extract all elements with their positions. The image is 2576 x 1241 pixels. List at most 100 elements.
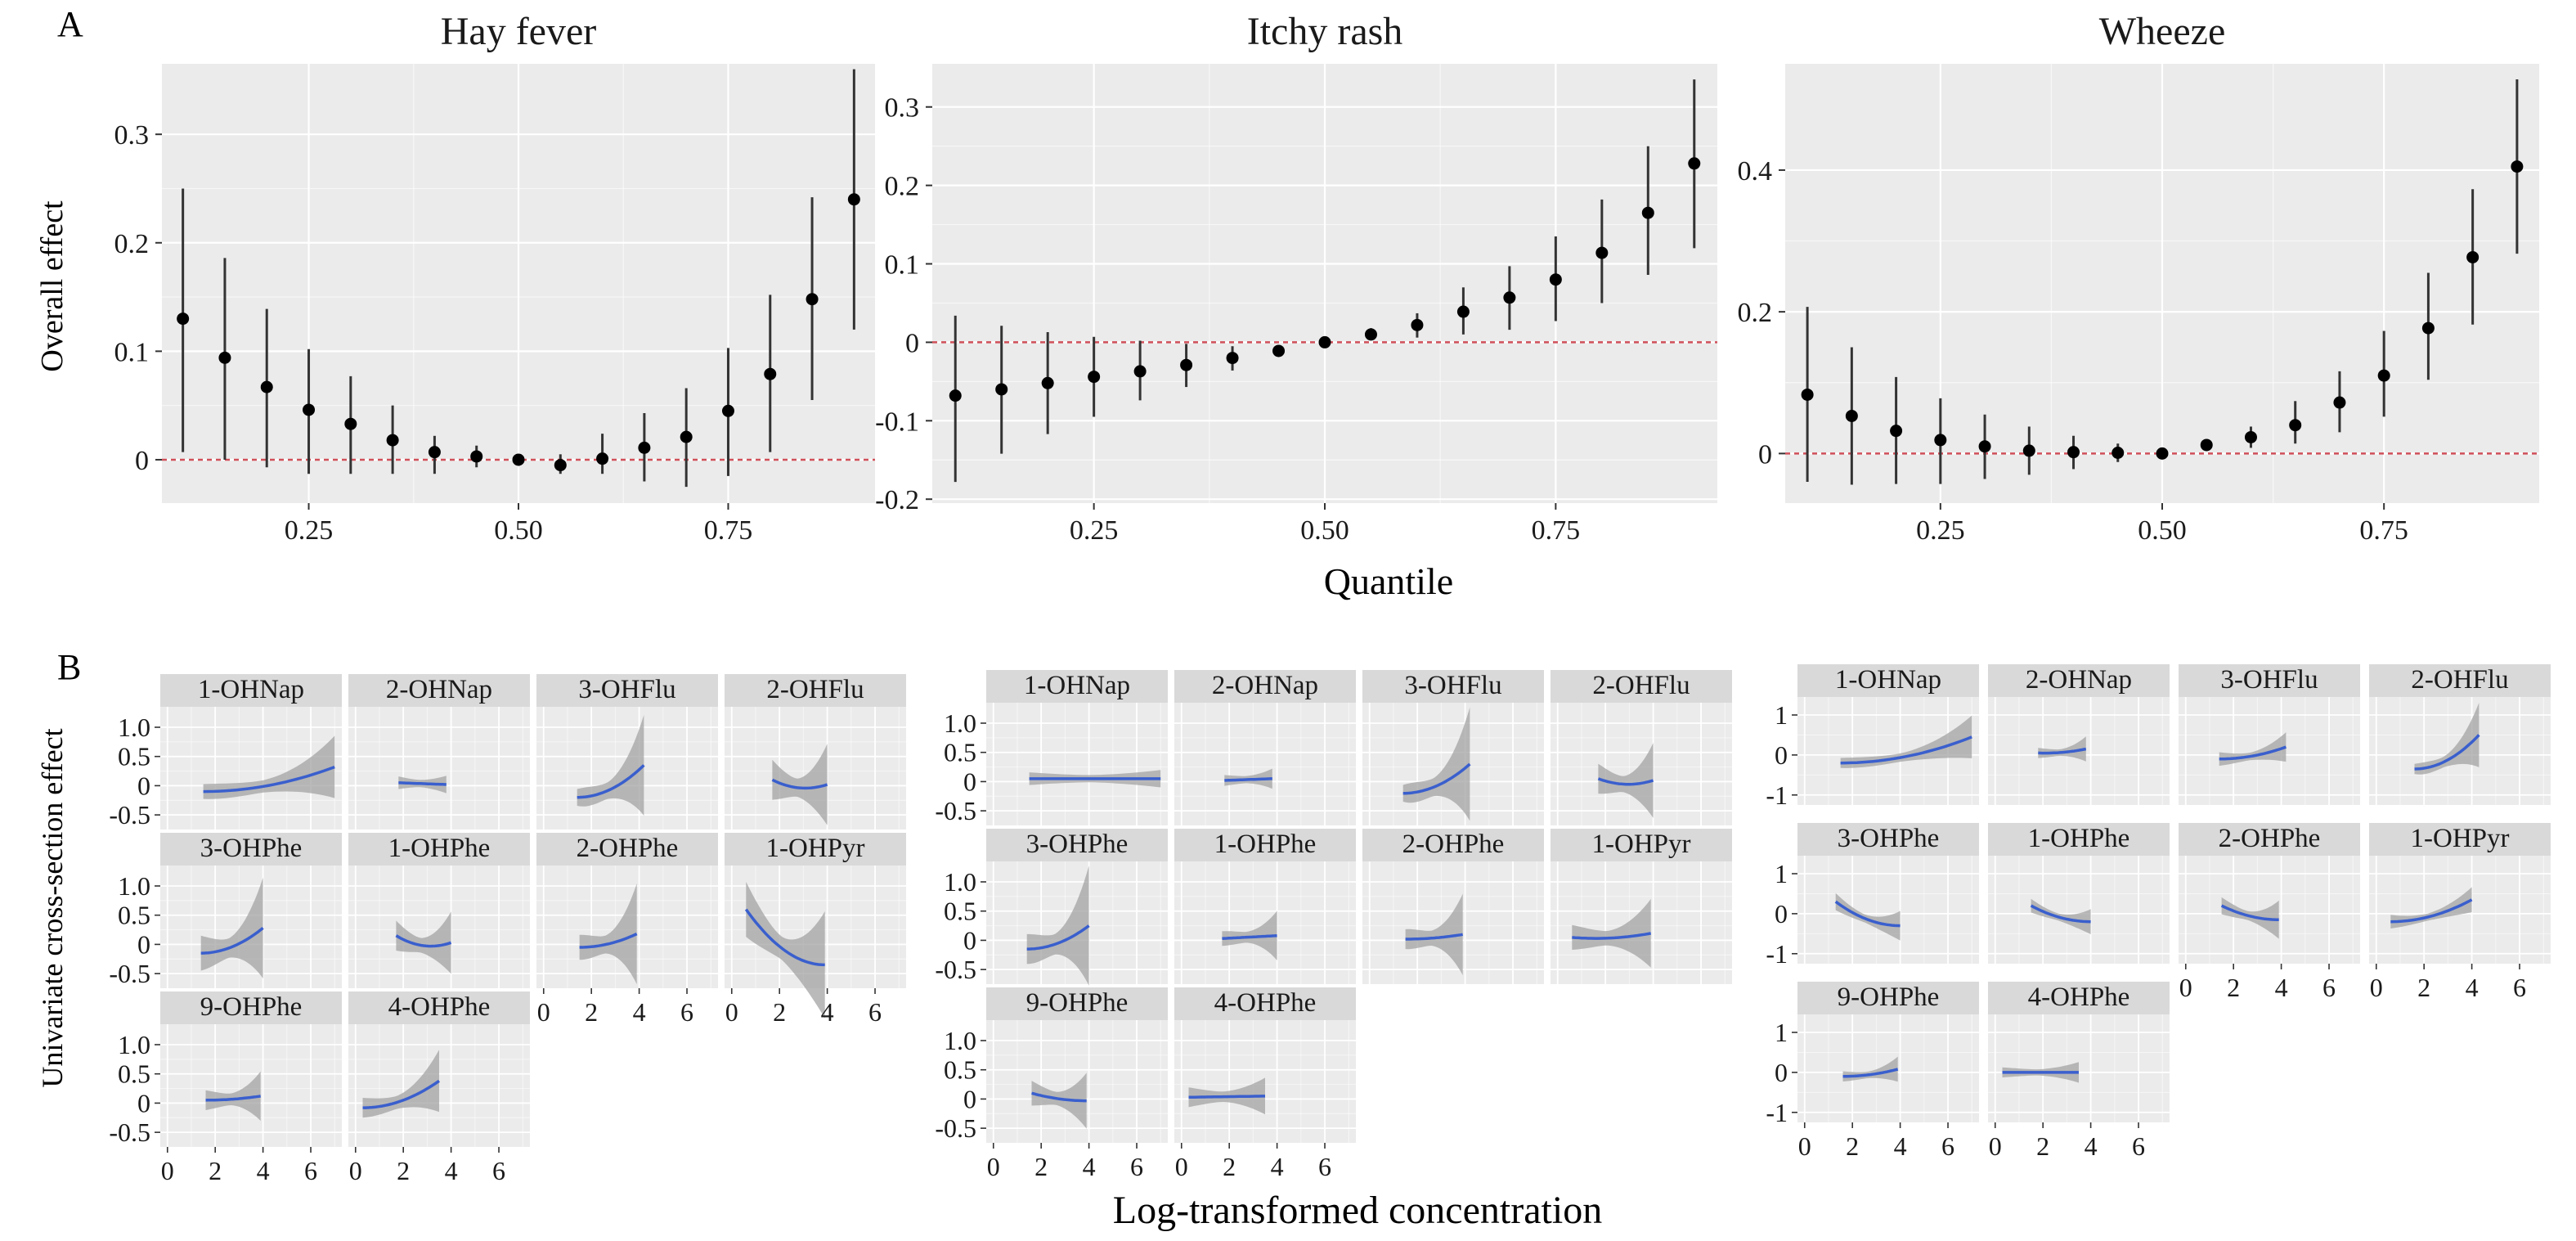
y-tick-label: -0.1 (875, 407, 919, 437)
confidence-band (772, 744, 828, 825)
facet-strip (160, 991, 342, 1024)
facet-strip (2179, 664, 2360, 697)
fitted-curve (362, 1079, 440, 1109)
facet-1-ohpyr: 1-OHPyr 0 2 4 6 (725, 833, 906, 1027)
facet-background (1988, 856, 2170, 964)
overall-effect-chart-itchy-rash: 0.25 0.50 0.75 -0.2 -0.1 0 0.1 0.2 0.3 Itchy rash (875, 10, 1717, 546)
data-point (2466, 250, 2480, 263)
facet-label: 3-OHPhe (1838, 824, 1940, 853)
data-point (1503, 291, 1516, 304)
facet-strip (160, 674, 342, 707)
fitted-curve (2220, 904, 2279, 921)
y-tick-label: -0.5 (935, 1113, 976, 1143)
x-tick-label: 0.50 (2138, 515, 2187, 546)
facet-label: 2-OHFlu (766, 675, 864, 704)
data-point (2333, 396, 2346, 409)
x-tick-label: 0 (2179, 973, 2192, 1002)
facet-label: 4-OHPhe (1214, 988, 1317, 1018)
y-tick-label: 0.5 (118, 1059, 150, 1089)
facet-1-ohpyr: 1-OHPyr 0 2 4 6 (2369, 823, 2551, 1002)
x-tick-label: 0 (537, 997, 550, 1027)
facet-label: 2-OHPhe (1402, 830, 1505, 859)
panel-label-b: B (57, 647, 81, 687)
y-tick-label: 0.1 (885, 250, 920, 281)
facet-strip (1551, 829, 1732, 861)
y-tick-label: -1 (1766, 1098, 1788, 1127)
facet-4-ohphe: 4-OHPhe 0 2 4 6 (1988, 982, 2170, 1161)
confidence-band (1835, 893, 1901, 941)
y-tick-label: 1 (1775, 1018, 1788, 1047)
facet-strip (1362, 670, 1544, 703)
x-tick-label: 2 (2227, 973, 2240, 1002)
x-tick-label: 6 (1318, 1152, 1331, 1181)
fitted-curve (2038, 747, 2087, 755)
x-tick-label: 0 (161, 1156, 174, 1185)
facet-strip (1797, 664, 1979, 697)
x-tick-label: 4 (1083, 1152, 1096, 1181)
data-point (2067, 446, 2080, 459)
x-tick-label: 0 (1175, 1152, 1188, 1181)
confidence-band (205, 1071, 261, 1122)
data-point (303, 403, 316, 416)
fitted-curve (2030, 904, 2091, 924)
data-point (1801, 388, 1814, 401)
y-tick-label: -0.5 (935, 955, 976, 984)
facet-strip (160, 833, 342, 866)
x-tick-label: 2 (585, 997, 598, 1027)
data-point (1272, 344, 1286, 357)
facet-label: 3-OHPhe (1026, 830, 1129, 859)
confidence-band (2390, 887, 2472, 929)
x-tick-label: 0 (725, 997, 738, 1027)
fitted-curve (744, 908, 825, 967)
x-tick-label: 6 (1941, 1131, 1954, 1161)
facet-1-ohphe: 1-OHPhe (348, 833, 530, 988)
fitted-curve (1842, 1068, 1899, 1078)
facet-label: 2-OHNap (1212, 671, 1318, 700)
facet-2-ohflu: 2-OHFlu (725, 674, 906, 830)
y-tick-label: 0.5 (944, 738, 976, 767)
y-tick-label: 1.0 (118, 1030, 150, 1059)
facet-strip (348, 674, 530, 707)
x-tick-label: 6 (2513, 973, 2526, 1002)
y-tick-label: 0.5 (118, 742, 150, 771)
x-tick-label: 0 (987, 1152, 1000, 1181)
y-tick-label: -0.5 (109, 959, 150, 988)
facet-2-ohnap: 2-OHNap (348, 674, 530, 830)
facet-strip (1362, 829, 1544, 861)
facet-strip (1988, 982, 2170, 1014)
x-tick-label: 2 (1034, 1152, 1048, 1181)
data-point (1978, 440, 1991, 453)
data-point (386, 434, 399, 447)
facet-background (986, 1020, 1168, 1143)
fitted-curve (1834, 900, 1901, 928)
facet-strip (1797, 823, 1979, 856)
x-tick-label: 6 (492, 1156, 505, 1185)
fitted-curve (200, 927, 264, 955)
panel-label-a: A (57, 4, 83, 44)
confidence-band (1598, 743, 1654, 818)
fitted-curve (2219, 745, 2287, 761)
facet-strip (986, 829, 1168, 861)
facet-label: 3-OHPhe (200, 834, 303, 863)
fitted-curve (1224, 777, 1272, 782)
data-point (1364, 328, 1377, 341)
data-point (1088, 371, 1101, 384)
data-point (2289, 419, 2302, 432)
facet-label: 9-OHPhe (1026, 988, 1129, 1018)
facet-label: 1-OHPyr (2411, 824, 2510, 853)
data-point (764, 367, 777, 380)
y-tick-label: 0 (905, 328, 919, 358)
y-tick-label: 0.5 (944, 897, 976, 926)
data-point (1133, 365, 1147, 378)
facet-strip (1988, 823, 2170, 856)
y-tick-label: 0 (1775, 899, 1788, 929)
facet-9-ohphe: 9-OHPhe-0.500.51.00 2 4 6 (109, 991, 342, 1185)
facet-strip (986, 987, 1168, 1020)
facet-label: 2-OHPhe (577, 834, 679, 863)
facet-strip (536, 833, 718, 866)
chart-title: Hay fever (441, 10, 597, 53)
x-tick-label: 2 (2417, 973, 2430, 1002)
facet-strip (348, 833, 530, 866)
x-tick-label: 0 (2370, 973, 2383, 1002)
confidence-band (579, 884, 637, 985)
